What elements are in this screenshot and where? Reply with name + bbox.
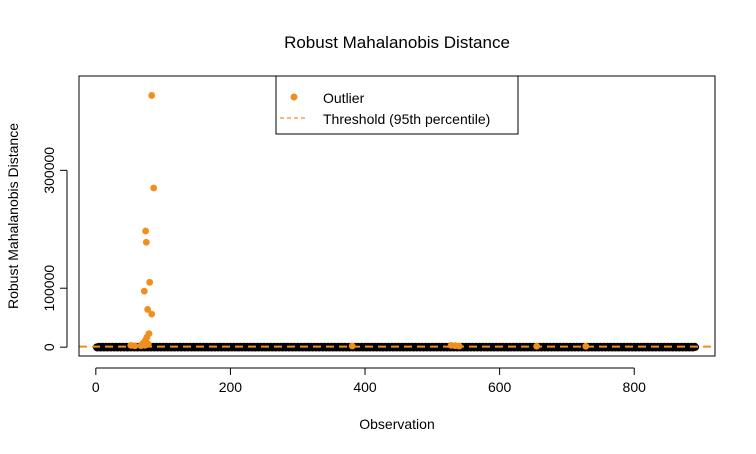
outlier-point <box>137 342 145 350</box>
x-tick-label: 200 <box>219 379 243 395</box>
outlier-point <box>142 227 150 235</box>
legend: Outlier Threshold (95th percentile) <box>275 75 519 135</box>
outlier-point <box>533 342 541 350</box>
outlier-point <box>144 306 152 313</box>
x-tick-label: 0 <box>92 379 100 395</box>
y-axis-label: Robust Mahalanobis Distance <box>5 123 21 309</box>
outlier-point <box>142 238 150 246</box>
outlier-point <box>348 342 356 350</box>
outlier-point <box>140 287 148 295</box>
outlier-point <box>455 342 463 350</box>
x-tick-label: 600 <box>488 379 512 395</box>
legend-box <box>275 75 519 135</box>
x-tick-label: 800 <box>623 379 647 395</box>
outlier-point <box>582 342 590 350</box>
outlier-point <box>131 342 139 350</box>
y-tick-label: 0 <box>41 343 57 351</box>
legend-outlier-label: Outlier <box>323 90 365 106</box>
x-axis-label: Observation <box>359 416 434 432</box>
outlier-point <box>148 310 156 318</box>
outlier-points-layer <box>127 92 590 350</box>
legend-outlier-marker <box>290 93 298 101</box>
axes: 0 200 400 600 800 0 100000 300000 <box>41 147 646 395</box>
outlier-point <box>146 278 154 286</box>
outlier-point <box>144 340 152 348</box>
outlier-point <box>150 184 158 192</box>
chart-title: Robust Mahalanobis Distance <box>284 33 510 52</box>
y-tick-label: 100000 <box>41 265 57 312</box>
legend-threshold-label: Threshold (95th percentile) <box>323 111 490 127</box>
x-tick-label: 400 <box>353 379 377 395</box>
outlier-point <box>148 92 156 99</box>
y-tick-label: 300000 <box>41 147 57 194</box>
